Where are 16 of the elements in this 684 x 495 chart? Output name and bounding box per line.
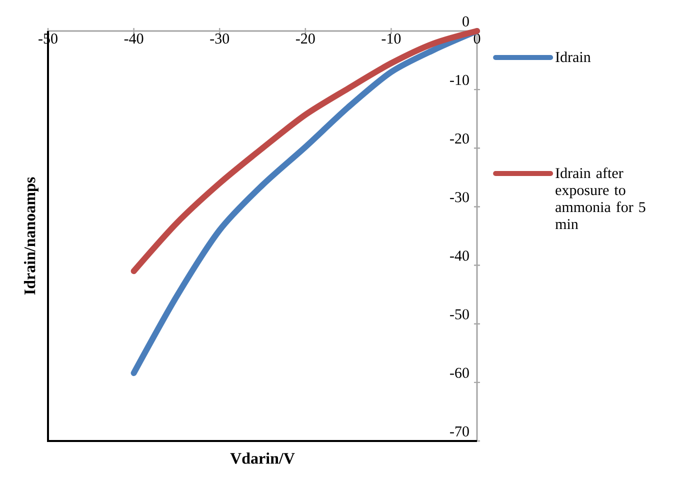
- y-tick-label: -30: [450, 192, 469, 202]
- x-tick-label: -30: [210, 34, 230, 44]
- y-tick-label: -40: [450, 250, 469, 261]
- x-axis-title: Vdarin/V: [230, 452, 295, 464]
- legend-label: Idrain after exposure to ammonia for 5 min: [555, 167, 646, 230]
- y-tick-label: -60: [450, 368, 469, 378]
- y-tick-label: -50: [450, 309, 469, 320]
- legend-label: Idrain: [556, 52, 591, 62]
- y-tick-label: -20: [450, 134, 469, 144]
- x-tick-label: -10: [382, 34, 401, 44]
- y-tick-label: -70: [450, 426, 469, 436]
- y-tick-label: 0: [462, 16, 469, 26]
- y-axis-title: Idrain/nanoamps: [24, 177, 38, 295]
- x-tick-label: -40: [124, 34, 144, 44]
- y-tick-label: -10: [450, 74, 469, 86]
- x-tick-label: -20: [296, 34, 315, 44]
